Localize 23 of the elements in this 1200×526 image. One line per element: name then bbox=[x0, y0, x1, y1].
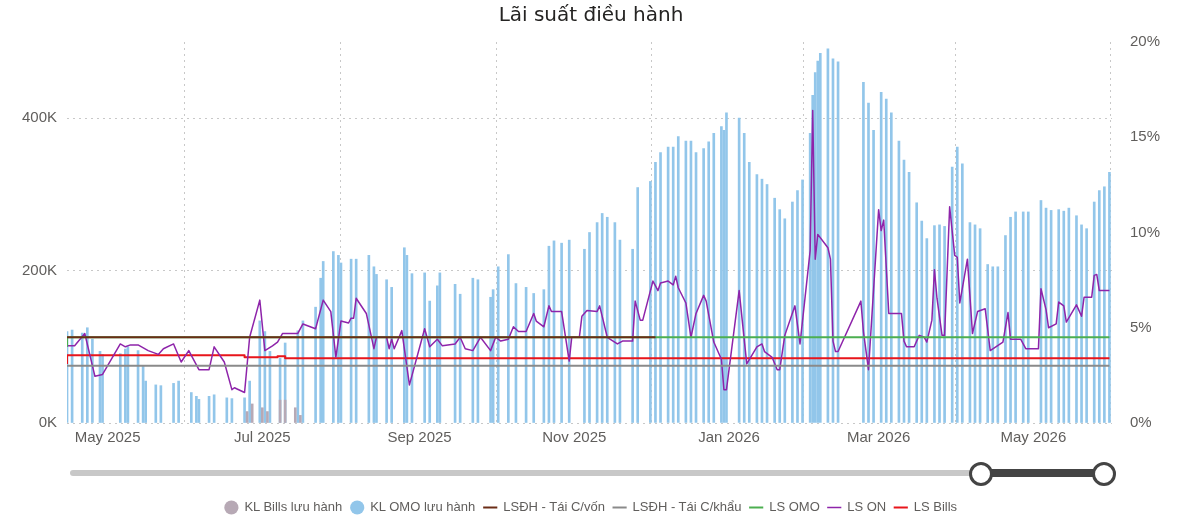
y-tick-label: 400K bbox=[21, 108, 58, 126]
y-tick-label: 200K bbox=[21, 260, 58, 278]
y2-tick-label: 20% bbox=[1129, 32, 1161, 50]
legend-label: LS ON bbox=[847, 499, 887, 515]
legend-label: LS Bills bbox=[913, 499, 958, 515]
y2-tick-label: 10% bbox=[1129, 222, 1161, 240]
x-tick-label: Mar 2026 bbox=[846, 428, 911, 446]
legend-label: LS OMO bbox=[769, 499, 820, 515]
y-tick-label: 0K bbox=[38, 413, 58, 431]
legend-label: KL Bills lưu hành bbox=[244, 499, 343, 515]
x-tick-label: May 2025 bbox=[74, 428, 141, 446]
y2-tick-label: 0% bbox=[1129, 413, 1152, 431]
x-tick-label: Sep 2025 bbox=[387, 428, 452, 446]
x-tick-label: May 2026 bbox=[1000, 428, 1067, 446]
x-tick-label: Jan 2026 bbox=[698, 428, 760, 446]
chart-title: Lãi suất điều hành bbox=[498, 2, 684, 27]
y2-tick-label: 15% bbox=[1129, 127, 1161, 145]
legend-label: LSĐH - Tái C/khẩu bbox=[632, 499, 742, 515]
legend-label: KL OMO lưu hành bbox=[370, 499, 476, 515]
x-tick-label: Nov 2025 bbox=[542, 428, 607, 446]
y2-tick-label: 5% bbox=[1129, 317, 1152, 335]
legend-label: LSĐH - Tái C/vốn bbox=[503, 499, 605, 515]
x-tick-label: Jul 2025 bbox=[233, 428, 291, 446]
